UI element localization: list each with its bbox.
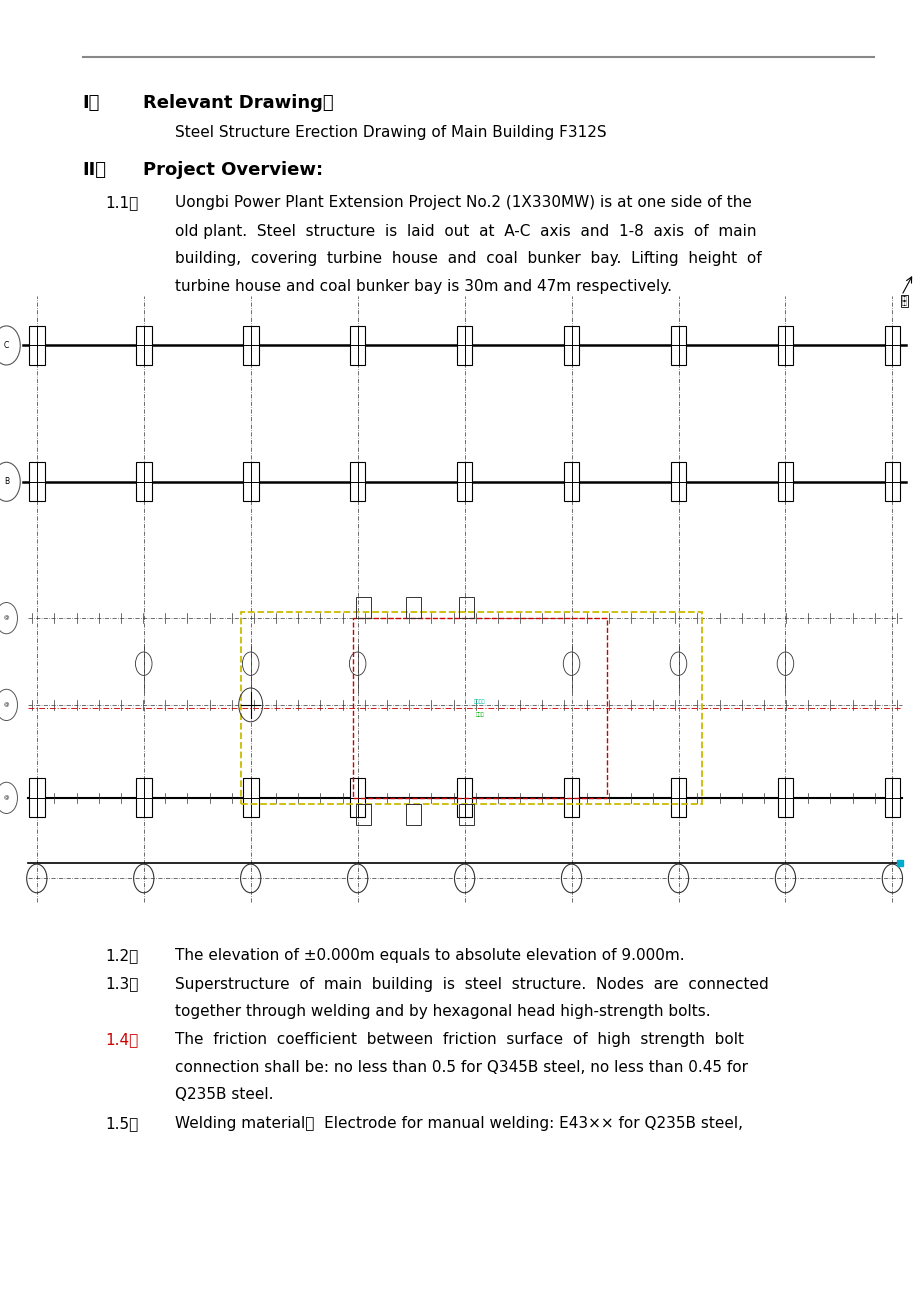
Bar [563,326,579,365]
Bar [777,326,792,365]
Text: together through welding and by hexagonal head high-strength bolts.: together through welding and by hexagona… [175,1004,709,1019]
Bar [459,598,473,618]
Bar [29,779,45,818]
Text: B: B [4,478,9,486]
Text: I、: I、 [83,94,100,112]
Bar [777,779,792,818]
Text: Welding material：  Electrode for manual welding: E43×× for Q235B steel,: Welding material： Electrode for manual w… [175,1116,742,1131]
Bar [243,326,258,365]
Text: 起重机: 起重机 [475,712,483,717]
Bar [136,326,152,365]
Text: 图名
说明: 图名 说明 [901,296,906,306]
Text: Project Overview:: Project Overview: [142,161,323,180]
Text: The elevation of ±0.000m equals to absolute elevation of 9.000m.: The elevation of ±0.000m equals to absol… [175,948,684,963]
Bar [349,462,365,501]
Text: II、: II、 [83,161,107,180]
Text: old plant.  Steel  structure  is  laid  out  at  A-C  axis  and  1-8  axis  of  : old plant. Steel structure is laid out a… [175,224,755,240]
Bar [459,805,473,825]
Text: building,  covering  turbine  house  and  coal  bunker  bay.  Lifting  height  o: building, covering turbine house and coa… [175,251,761,267]
Text: 1.5、: 1.5、 [106,1116,139,1131]
Text: @: @ [4,702,9,707]
Bar [777,462,792,501]
Bar [670,462,686,501]
Text: turbine house and coal bunker bay is 30m and 47m respectively.: turbine house and coal bunker bay is 30m… [175,279,671,294]
Bar [29,326,45,365]
Bar [243,462,258,501]
Text: @: @ [4,796,9,801]
Bar [884,326,900,365]
Bar [884,779,900,818]
Bar [241,612,701,805]
Bar [670,326,686,365]
Text: @: @ [4,616,9,621]
Bar [456,779,472,818]
Text: 1.2、: 1.2、 [106,948,139,963]
Text: The  friction  coefficient  between  friction  surface  of  high  strength  bolt: The friction coefficient between frictio… [175,1032,743,1048]
Bar [563,779,579,818]
Bar [406,805,421,825]
Bar [884,462,900,501]
Bar [29,462,45,501]
Bar [563,462,579,501]
Bar [670,779,686,818]
Text: Steel Structure Erection Drawing of Main Building F312S: Steel Structure Erection Drawing of Main… [175,125,606,141]
Bar [136,779,152,818]
Text: 1.4、: 1.4、 [106,1032,139,1048]
Bar [353,618,606,798]
Text: 1.1、: 1.1、 [106,195,139,211]
Bar [349,326,365,365]
Text: Uongbi Power Plant Extension Project No.2 (1X330MW) is at one side of the: Uongbi Power Plant Extension Project No.… [175,195,751,211]
Bar [136,462,152,501]
Bar [356,805,370,825]
Text: Superstructure  of  main  building  is  steel  structure.  Nodes  are  connected: Superstructure of main building is steel… [175,976,767,992]
Text: Relevant Drawing：: Relevant Drawing： [142,94,333,112]
Bar [406,598,421,618]
Bar [356,598,370,618]
Bar [243,779,258,818]
Bar [456,326,472,365]
Text: 吗装范围: 吗装范围 [473,699,485,704]
Text: connection shall be: no less than 0.5 for Q345B steel, no less than 0.45 for: connection shall be: no less than 0.5 fo… [175,1060,747,1075]
Text: 1.3、: 1.3、 [106,976,139,992]
Bar [456,462,472,501]
Text: Q235B steel.: Q235B steel. [175,1087,273,1103]
Text: C: C [4,341,9,350]
Bar [349,779,365,818]
